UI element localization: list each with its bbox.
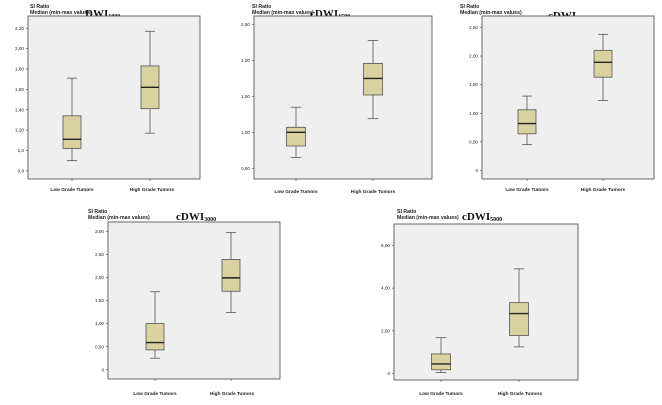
ylabel-line1: SI Ratio (252, 4, 271, 10)
y-axis: 0,50 1,00 1,50 2,00 2,50 (241, 22, 374, 181)
y-tick-label: 2,50 (241, 22, 250, 27)
panel-cdwi3000: SI Ratio Median (min-max values) cDWI300… (88, 209, 281, 397)
box-low-grade (62, 77, 82, 162)
y-tick-label: 1,60 (15, 87, 24, 92)
box-low-grade (145, 291, 165, 359)
ylabel-line1: SI Ratio (460, 4, 479, 10)
box-series (286, 40, 383, 158)
iqr-box (509, 302, 529, 336)
y-tick-label: 1,50 (241, 94, 250, 99)
category-label-low: Low Grade Tumors (419, 391, 463, 397)
ylabel-line2: Median (min-max values) (460, 10, 522, 16)
category-label-high: High Grade Tumors (351, 189, 396, 195)
y-tick-label: 1,00 (469, 111, 478, 116)
category-label-low: Low Grade Tumors (274, 189, 318, 195)
plot-area (107, 221, 281, 380)
panel-cdwi5000: SI Ratio Median (min-max values) cDWI500… (381, 209, 579, 397)
box-series (62, 30, 160, 162)
ylabel-line2: Median (min-max values) (30, 10, 92, 16)
ylabel-line2: Median (min-max values) (88, 215, 150, 221)
ylabel-line1: SI Ratio (88, 209, 107, 215)
box-high-grade (509, 268, 529, 348)
iqr-box (286, 126, 306, 147)
y-tick-label: 2,50 (469, 25, 478, 30)
y-tick-label: 2,00 (15, 46, 24, 51)
plot-area (253, 15, 433, 180)
y-tick-label: 2,00 (381, 328, 390, 333)
y-tick-label: 1,40 (15, 107, 24, 112)
ylabel-line1: SI Ratio (30, 4, 49, 10)
y-tick-label: 0 (101, 367, 104, 372)
box-high-grade (593, 33, 613, 102)
category-label-low: Low Grade Tumors (50, 187, 94, 193)
y-tick-label: 2,00 (95, 275, 104, 280)
iqr-box (145, 323, 165, 351)
y-tick-label: 0,50 (95, 344, 104, 349)
ylabel-line2: Median (min-max values) (397, 215, 459, 221)
ylabel-line2: Median (min-max values) (252, 10, 314, 16)
box-series (431, 268, 529, 373)
chart-title: cDWI3000 (176, 211, 216, 223)
iqr-box (62, 115, 82, 149)
box-series (145, 232, 241, 359)
ylabel-line1: SI Ratio (397, 209, 416, 215)
y-tick-label: 1,00 (95, 321, 104, 326)
box-series (517, 33, 613, 146)
category-label-high: High Grade Tumors (581, 187, 626, 193)
y-tick-label: 1,0 (18, 148, 25, 153)
plot-area (27, 15, 201, 180)
chart-title: cDWI5000 (462, 211, 502, 223)
y-tick-label: 3,00 (95, 229, 104, 234)
iqr-box (363, 62, 383, 96)
category-label-low: Low Grade Tumors (133, 391, 177, 397)
box-low-grade (431, 337, 451, 373)
y-tick-label: 1,20 (15, 128, 24, 133)
iqr-box (221, 259, 241, 292)
y-tick-label: 0,8 (18, 168, 25, 173)
y-axis: 0 0,50 1,00 1,50 2,00 2,50 3,00 (95, 229, 232, 381)
y-tick-label: 0 (387, 371, 390, 376)
y-tick-label: 4,00 (381, 286, 390, 291)
y-tick-label: 0,50 (241, 166, 250, 171)
y-tick-label: 2,20 (15, 26, 24, 31)
y-tick-label: 2,00 (241, 58, 250, 63)
y-axis: 0,8 1,0 1,20 1,40 1,60 1,80 2,00 2,20 (15, 26, 151, 181)
iqr-box (517, 109, 537, 135)
category-label-low: Low Grade Tumors (505, 187, 549, 193)
panel-dwi1000: SI Ratio Median (min-max values) DWI1000… (15, 4, 201, 193)
y-tick-label: 2,00 (469, 54, 478, 59)
category-label-high: High Grade Tumors (130, 187, 175, 193)
y-axis: 0 0,50 1,00 1,50 2,00 2,50 (469, 25, 604, 181)
box-low-grade (517, 95, 537, 146)
iqr-box (593, 49, 613, 78)
y-tick-label: 2,50 (95, 252, 104, 257)
y-tick-label: 6,00 (381, 243, 390, 248)
plot-area (393, 223, 579, 381)
y-axis: 0 2,00 4,00 6,00 (381, 243, 520, 382)
y-tick-label: 0,50 (469, 139, 478, 144)
y-tick-label: 0 (475, 168, 478, 173)
plot-area (481, 15, 655, 180)
category-label-high: High Grade Tumors (498, 391, 543, 397)
y-tick-label: 1,00 (241, 130, 250, 135)
y-tick-label: 1,50 (95, 298, 104, 303)
box-high-grade (363, 40, 383, 120)
y-tick-label: 1,50 (469, 82, 478, 87)
iqr-box (431, 353, 451, 371)
category-label-high: High Grade Tumors (210, 391, 255, 397)
panel-cdwi2000: SI Ratio Median (min-max values) cDWI200… (460, 4, 655, 193)
y-tick-label: 1,80 (15, 67, 24, 72)
box-high-grade (221, 232, 241, 313)
box-high-grade (140, 30, 160, 134)
box-low-grade (286, 106, 306, 158)
panel-cdwi1500: SI Ratio Median (min-max values) cDWI150… (241, 4, 433, 195)
